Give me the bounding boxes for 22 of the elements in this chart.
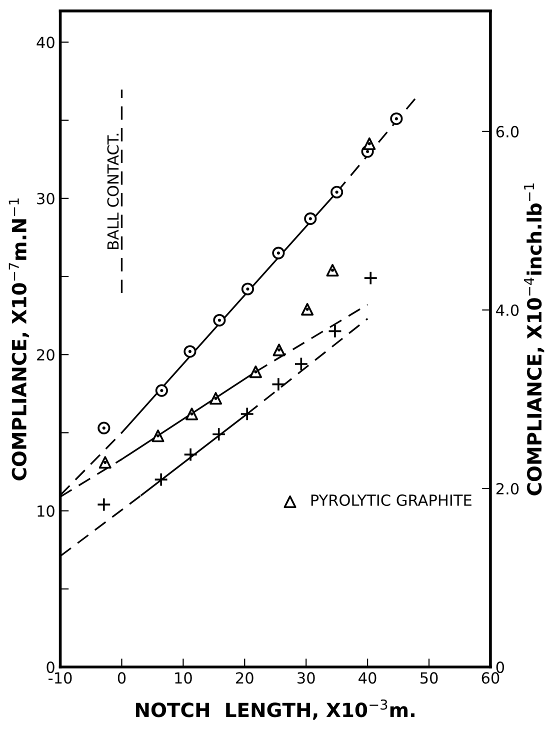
- x-axis-title: NOTCH LENGTH, X10$^{−3}$m.: [136, 699, 414, 720]
- y2-tick-label: 2.0: [496, 482, 519, 495]
- y2-tick-label: 4.0: [496, 304, 519, 316]
- legend-label: PYROLYTIC GRAPHITE: [311, 494, 472, 506]
- x-tick-label: 10: [175, 672, 192, 684]
- x-tick-label: 20: [236, 672, 254, 684]
- x-tick-label: 60: [482, 672, 500, 684]
- y-tick-label: 40: [36, 36, 54, 48]
- y2-tick-label: 6.0: [496, 126, 519, 138]
- x-tick-label: -10: [48, 672, 72, 684]
- y-axis-title: COMPLIANCE, X10$^{−7}$m.N$^{−1}$: [8, 198, 30, 480]
- x-tick-label: 40: [358, 672, 376, 684]
- y2-tick-label: 0: [496, 662, 504, 674]
- x-tick-label: 0: [118, 672, 126, 684]
- y-tick-label: 0: [46, 662, 54, 674]
- y-tick-label: 20: [37, 349, 54, 361]
- x-tick-label: 30: [298, 672, 315, 684]
- y-tick-label: 10: [38, 505, 54, 517]
- y-tick-label: 30: [37, 192, 54, 204]
- ref-line-label: BALL CONTACT.: [107, 134, 119, 250]
- x-tick-label: 50: [420, 672, 438, 684]
- y2-axis-title: COMPLIANCE, X10$^{−4}$inch.lb$^{−1}$: [524, 184, 544, 496]
